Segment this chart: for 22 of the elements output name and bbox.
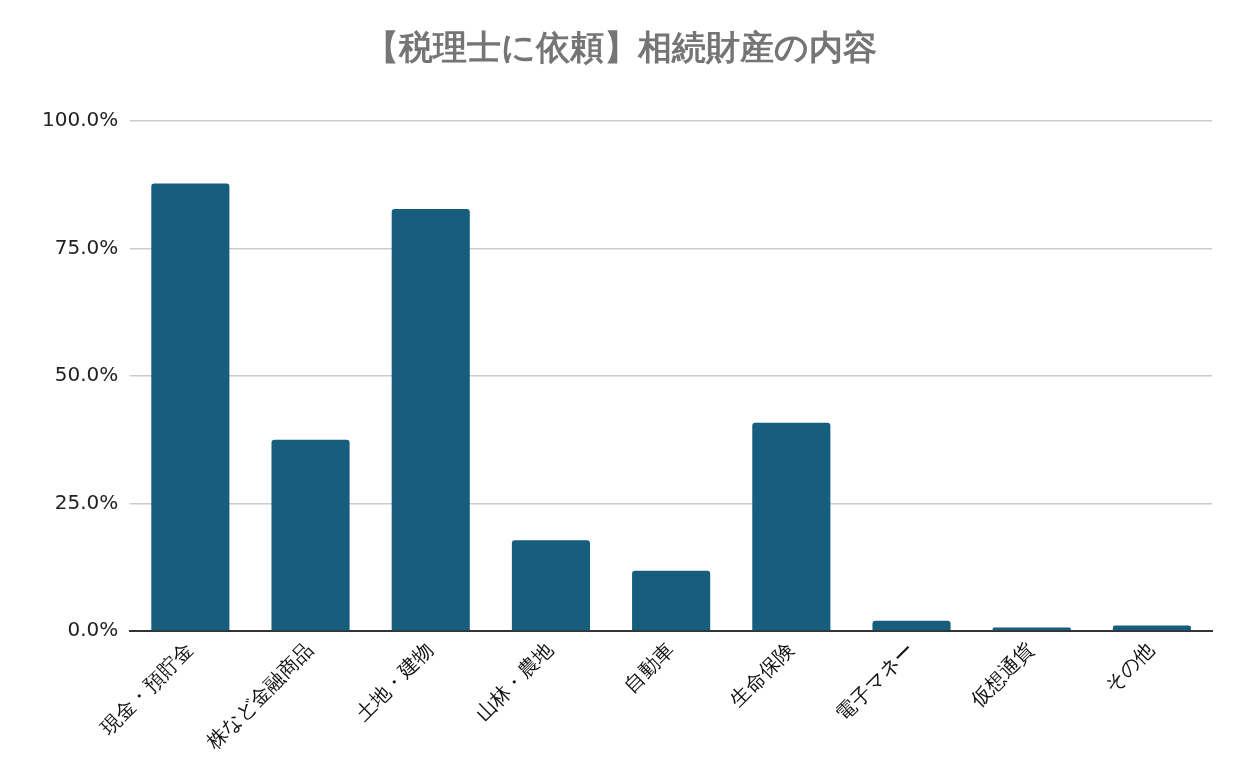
bar xyxy=(632,570,711,631)
x-tick-label: 仮想通貨 xyxy=(964,637,1039,713)
chart-title: 【税理士に依頼】相続財産の内容 xyxy=(365,27,877,68)
x-tick-label: その他 xyxy=(1099,637,1160,698)
y-tick-label: 25.0% xyxy=(54,489,119,514)
x-tick-label: 土地・建物 xyxy=(350,637,438,726)
x-tick-label: 自動車 xyxy=(618,637,679,698)
bar xyxy=(872,620,951,631)
x-tick-label: 生命保険 xyxy=(725,637,799,712)
y-tick-label: 75.0% xyxy=(54,234,119,259)
bar xyxy=(752,422,831,631)
bar xyxy=(1112,625,1191,631)
bar xyxy=(391,209,470,631)
bar xyxy=(151,183,230,631)
bar xyxy=(992,627,1071,631)
x-tick-label: 株など金融商品 xyxy=(201,637,318,755)
x-tick-label: 山林・農地 xyxy=(470,637,559,726)
bar xyxy=(271,439,350,631)
x-tick-label: 電子マネー xyxy=(831,637,919,726)
y-tick-label: 100.0% xyxy=(41,107,119,131)
y-tick-label: 50.0% xyxy=(54,362,119,387)
bar xyxy=(511,540,590,631)
